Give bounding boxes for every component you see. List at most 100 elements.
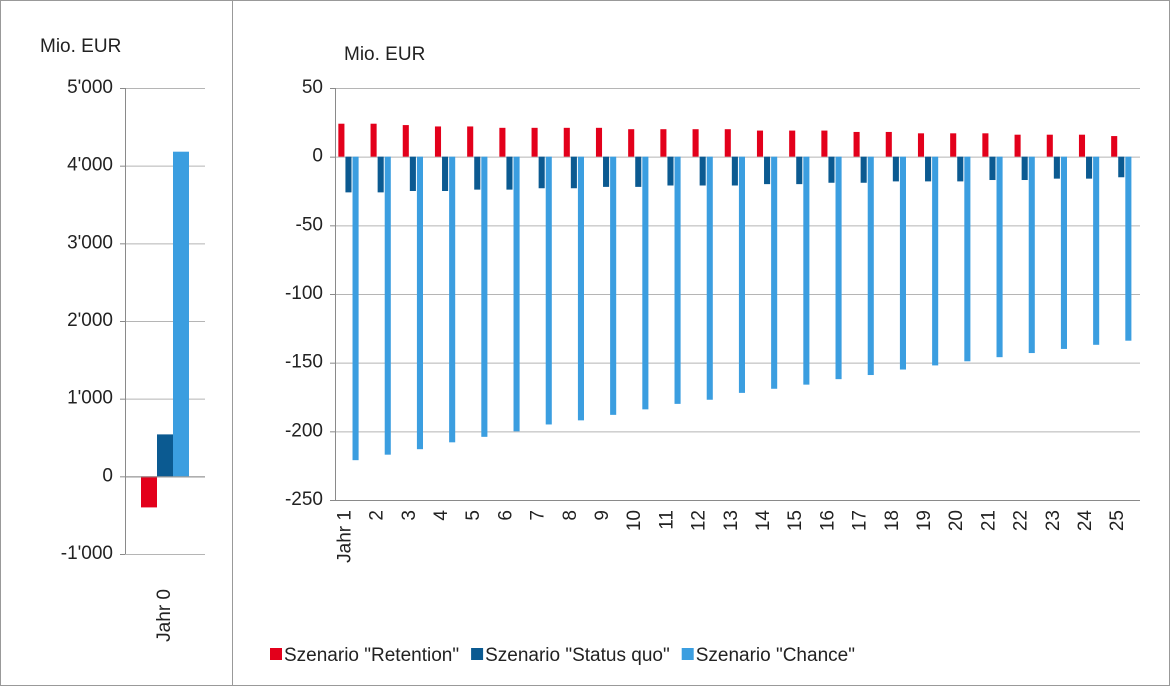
bar [957,156,964,182]
y-tick-label: 50 [302,77,323,98]
bar [1086,156,1093,179]
bar [610,156,617,415]
bar [853,131,860,157]
legend-swatch [471,648,484,660]
legend-label: Szenario "Status quo" [485,645,670,666]
y-tick-label: 0 [312,146,323,167]
bar [352,156,359,461]
bar [821,130,828,157]
bar [724,129,731,157]
y-axis-label: Mio. EUR [40,36,121,57]
bar [409,156,416,191]
bar [828,156,835,183]
bar [789,130,796,157]
bar [1060,156,1068,349]
bar [982,133,989,157]
bar [635,156,642,187]
bar [885,131,892,157]
legend-swatch [681,648,694,660]
bar [996,156,1003,358]
bar [950,133,957,157]
x-tick-label: 13 [721,510,742,531]
bar [706,156,713,400]
bar [892,156,899,182]
x-tick-label: 2 [367,510,388,521]
x-tick-label: 10 [624,510,645,531]
bar [989,156,996,181]
bar [1046,134,1053,157]
bar [345,156,352,193]
bar [434,126,442,157]
bar [803,156,810,385]
bar [474,156,481,190]
bar [867,156,874,376]
bar [377,156,384,193]
bar [667,156,674,186]
bar [506,156,513,190]
bar [764,156,771,185]
bar [796,156,803,185]
x-tick-label: Jahr 1 [334,510,355,563]
bar [674,156,681,404]
bar [628,129,635,157]
bar [964,156,971,362]
x-tick-label: 22 [1011,510,1032,531]
x-tick-label: 21 [978,510,999,531]
x-tick-label: 9 [592,510,613,521]
bar [1028,156,1035,354]
bar [692,129,699,157]
bar [545,156,552,425]
bar [1078,134,1086,157]
x-tick-label: 14 [753,510,774,532]
y-tick-label: 5'000 [67,77,113,98]
bar [513,156,520,432]
y-axis-label: Mio. EUR [344,44,425,65]
bar [481,156,488,437]
bar [1111,136,1118,157]
y-tick-label: 1'000 [67,388,113,409]
bar [384,156,391,455]
x-tick-label: 18 [882,510,903,531]
x-tick-label: 25 [1107,510,1128,531]
y-tick-label: 4'000 [67,155,113,176]
x-tick-label: 16 [817,510,838,531]
bar [531,127,538,157]
bar [157,434,173,477]
bar [1118,156,1125,178]
x-tick-label: 12 [689,510,710,531]
bar [173,151,189,477]
bar [1125,156,1132,341]
x-tick-label: 4 [431,510,452,521]
bar [370,123,377,157]
x-tick-label: 23 [1043,510,1064,531]
bar [595,127,603,157]
bar [1021,156,1028,181]
bar [563,127,570,157]
x-tick-label: 24 [1075,510,1096,532]
bar [449,156,456,443]
bar [338,123,345,157]
bar [771,156,778,389]
y-tick-label: 0 [102,465,113,486]
bar [738,156,746,393]
x-tick-label: 7 [528,510,549,521]
bar [603,156,610,187]
x-tick-label: 20 [946,510,967,531]
y-tick-label: -150 [285,352,323,373]
bar [932,156,939,366]
bar [141,476,157,508]
bar [402,125,409,157]
bar [731,156,738,186]
y-tick-label: 3'000 [67,232,113,253]
x-tick-label: 15 [785,510,806,531]
bar [1093,156,1100,345]
bar [642,156,649,410]
y-tick-label: -1'000 [61,543,113,564]
bar [660,129,667,157]
x-tick-label: 3 [399,510,420,521]
bar [835,156,842,380]
x-tick-label: 17 [850,510,871,531]
bar [538,156,545,189]
bar [467,126,474,157]
